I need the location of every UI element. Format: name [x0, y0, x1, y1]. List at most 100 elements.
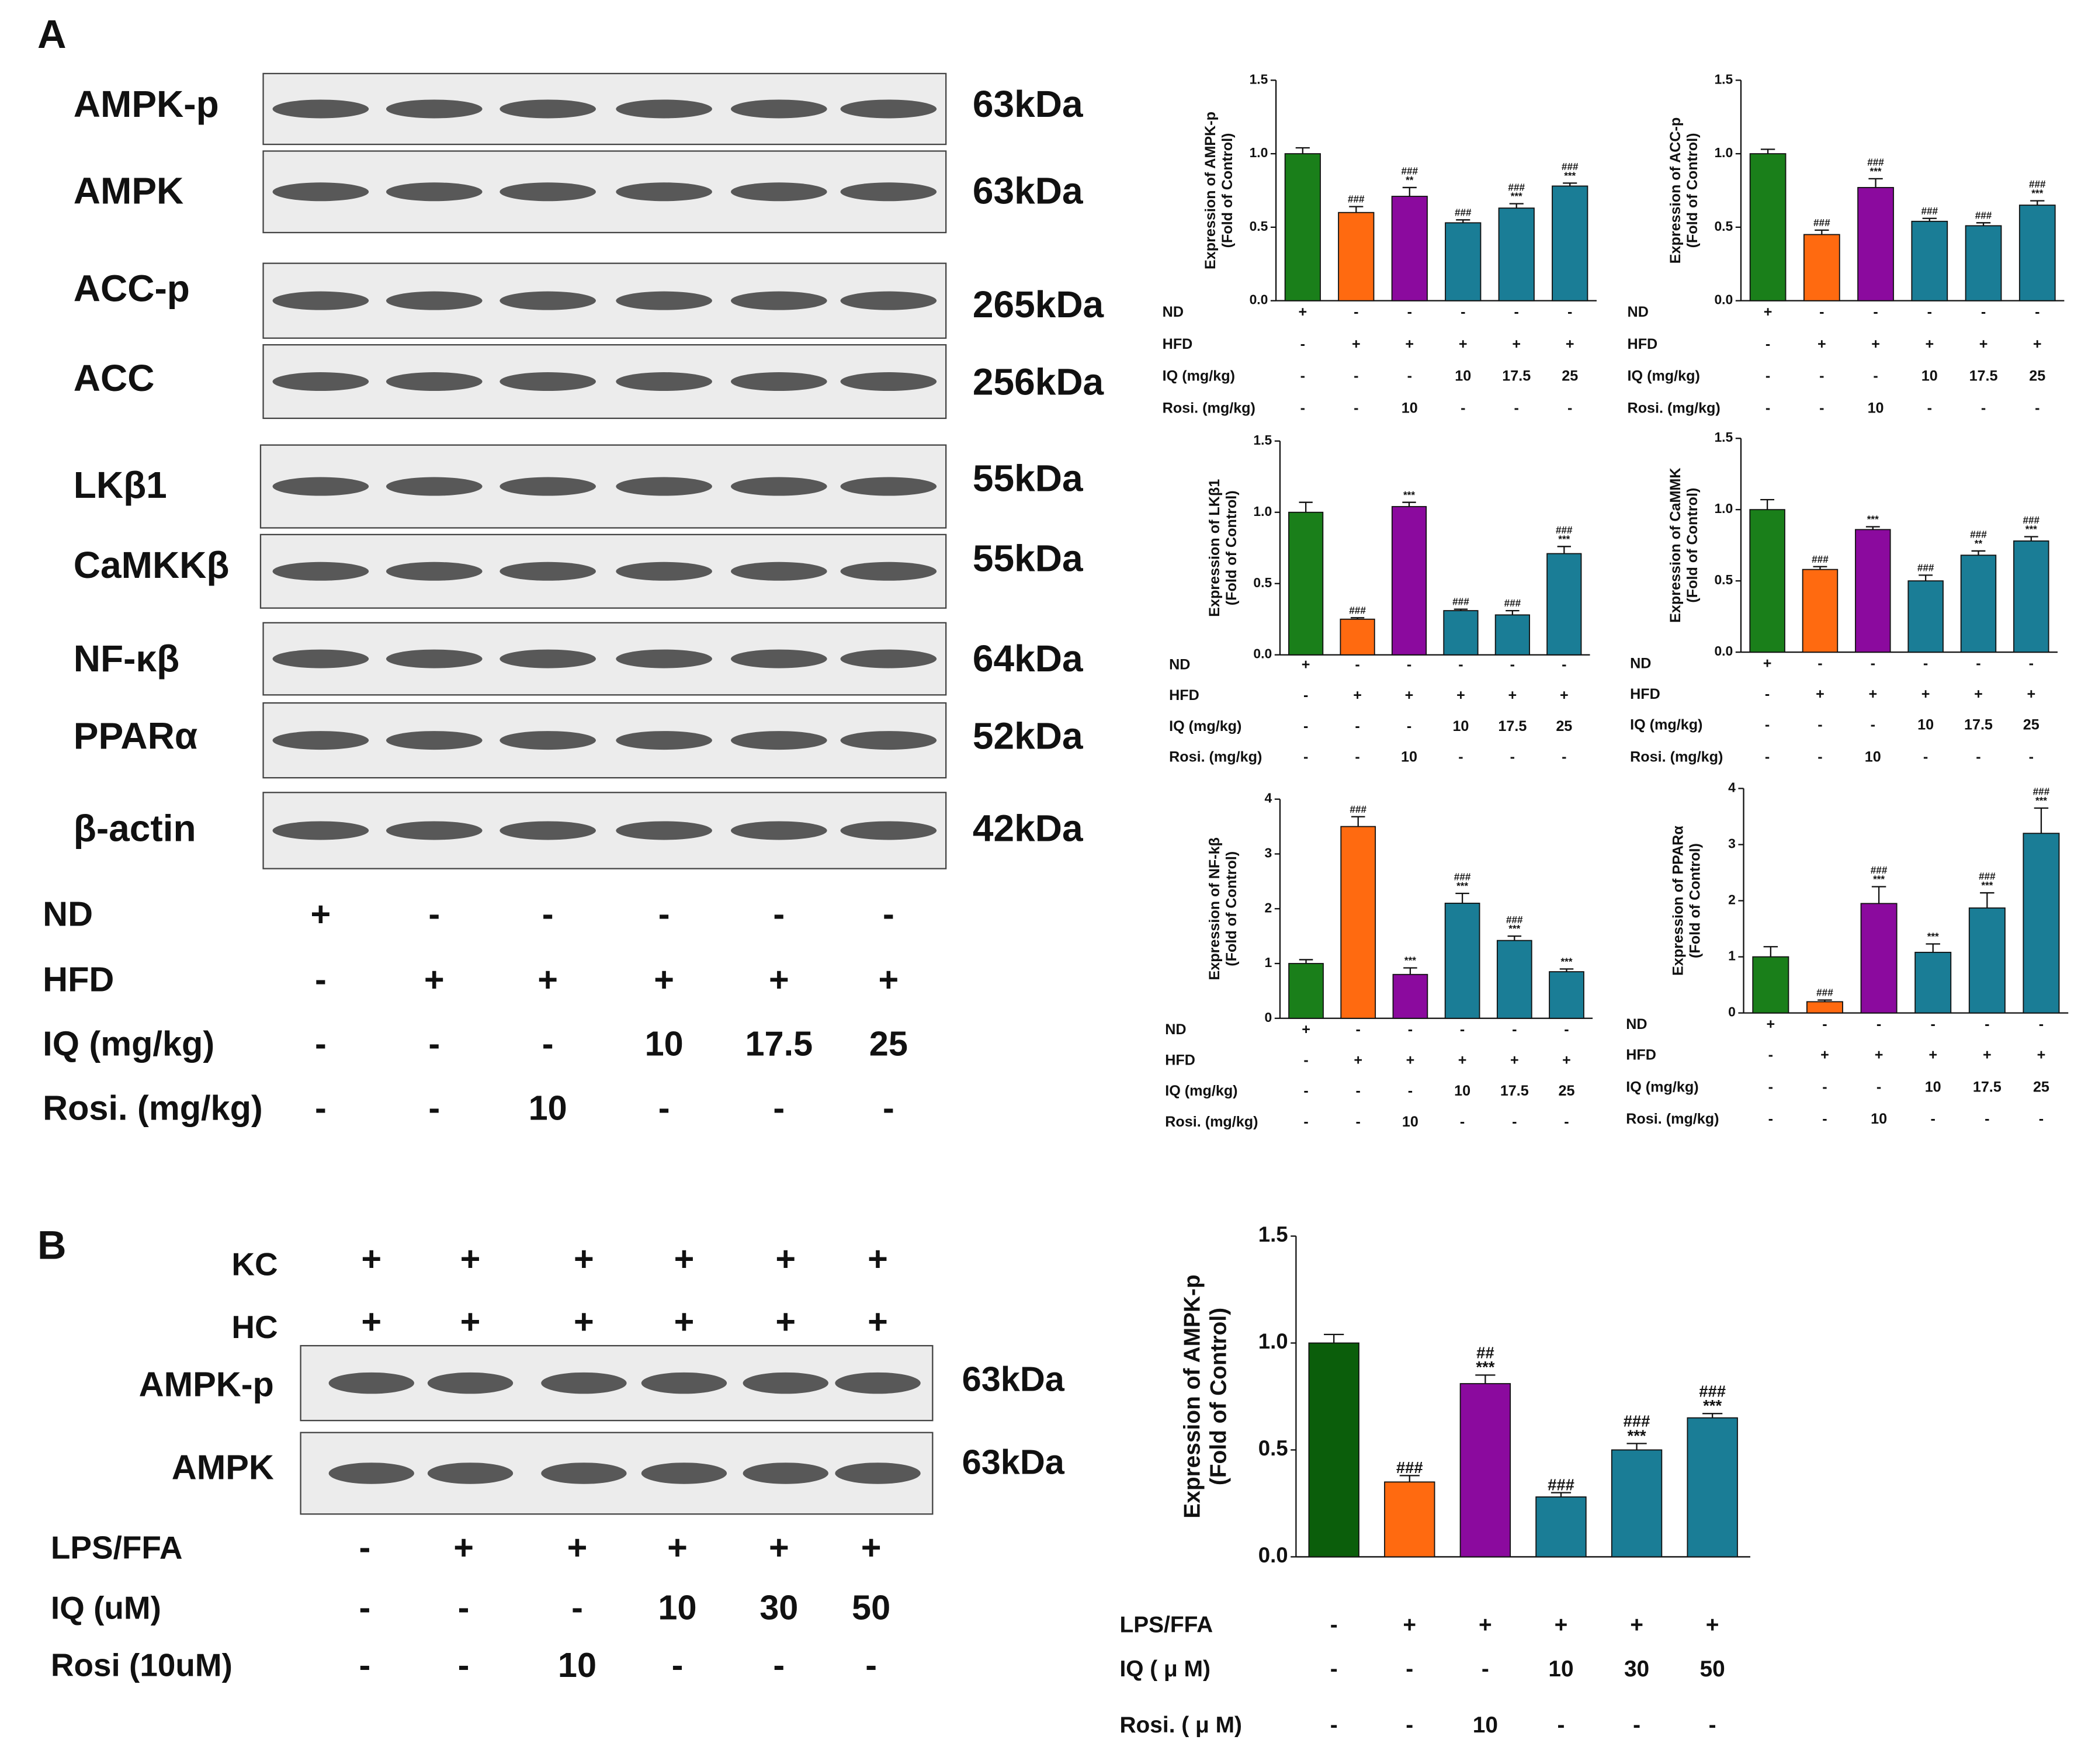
treatment-cell: -: [1766, 400, 1770, 417]
significance-label: ###: [2023, 514, 2039, 526]
panel-label: A: [37, 12, 67, 57]
blot-band: [541, 1463, 627, 1484]
blot-band: [427, 1463, 514, 1484]
treatment-cell: -: [1817, 748, 1822, 765]
treatment-cell: -: [1768, 1111, 1773, 1127]
y-tick-label: 0.5: [1250, 219, 1268, 234]
treatment-cell: -: [571, 1588, 583, 1627]
significance-label: **: [1975, 538, 1983, 549]
bar: [1965, 225, 2002, 301]
treatment-cell: -: [1927, 400, 1932, 417]
treatment-label: IQ (mg/kg): [43, 1024, 214, 1063]
treatment-cell: -: [1873, 304, 1878, 320]
treatment-cell: +: [1510, 1052, 1519, 1069]
significance-label: ***: [1558, 533, 1570, 545]
blot-frame: [262, 262, 947, 339]
blot-band: [386, 291, 483, 310]
significance-label: ###: [1699, 1382, 1726, 1400]
blot-size: 63kDa: [962, 1360, 1065, 1399]
bar: [1914, 951, 1952, 1014]
treatment-label: IQ (mg/kg): [1626, 1079, 1698, 1095]
treatment-cell: -: [1514, 304, 1519, 320]
treatment-cell: +: [1979, 336, 1988, 352]
y-tick-label: 0.5: [1253, 575, 1272, 590]
treatment-cell: -: [1407, 368, 1412, 384]
bar: [1340, 618, 1375, 656]
blot-frame: [262, 622, 947, 696]
blot-band: [616, 99, 712, 119]
treatment-cell: -: [1355, 718, 1359, 734]
bar: [1803, 234, 1840, 301]
bar: [1611, 1449, 1663, 1558]
significance-label: ###: [1812, 553, 1829, 565]
blot-label: CaMKKβ: [74, 544, 230, 586]
significance-label: ###: [1917, 562, 1934, 574]
significance-label: ***: [1404, 955, 1416, 966]
treatment-cell: +: [1512, 336, 1521, 352]
treatment-cell: -: [1356, 1114, 1361, 1130]
blot-band: [616, 649, 712, 668]
blot-label: AMPK-p: [139, 1365, 274, 1404]
blot-band: [272, 477, 369, 496]
treatment-cell: -: [1303, 1052, 1308, 1069]
treatment-cell: 17.5: [1969, 368, 1998, 384]
significance-label: ###: [1350, 803, 1366, 815]
y-tick-label: 0.5: [1714, 572, 1733, 587]
treatment-cell: -: [428, 1088, 440, 1127]
treatment-cell: -: [865, 1645, 877, 1685]
bar: [1552, 185, 1588, 301]
blot-label: AMPK-p: [74, 83, 219, 125]
treatment-cell: -: [1931, 1111, 1936, 1127]
treatment-cell: -: [1877, 1016, 1881, 1032]
treatment-cell: -: [1303, 748, 1308, 765]
treatment-cell: -: [1512, 1021, 1517, 1038]
treatment-cell: +: [769, 1528, 789, 1567]
blot-band: [500, 821, 596, 840]
significance-label: ###: [1348, 193, 1365, 205]
blot-band: [386, 99, 483, 119]
blot-frame: [259, 533, 947, 609]
blot-band: [616, 731, 712, 750]
blot-band: [386, 821, 483, 840]
significance-label: ***: [1511, 190, 1522, 202]
blot-label: ACC: [74, 357, 155, 399]
y-axis-label: Expression of LKβ1: [1206, 479, 1223, 617]
treatment-cell: -: [1819, 304, 1824, 320]
treatment-label: Rosi. (mg/kg): [1628, 400, 1721, 417]
treatment-cell: -: [458, 1645, 470, 1685]
y-axis-label: (Fold of Control): [1687, 843, 1704, 958]
blot-band: [386, 731, 483, 750]
treatment-cell: 10: [1402, 400, 1418, 417]
treatment-cell: -: [1985, 1111, 1989, 1127]
treatment-cell: -: [1871, 655, 1875, 671]
y-tick-label: 0.0: [1258, 1543, 1288, 1567]
significance-label: ***: [2031, 188, 2043, 199]
treatment-cell: 10: [1401, 748, 1417, 765]
blot-band: [272, 372, 369, 391]
y-axis-label: (Fold of Control): [1223, 490, 1240, 605]
treatment-label: Rosi (10uM): [51, 1647, 233, 1683]
blot-size: 55kDa: [973, 538, 1084, 580]
treatment-cell: -: [315, 1024, 327, 1063]
y-axis-label: (Fold of Control): [1684, 133, 1701, 248]
significance-label: ***: [1873, 874, 1885, 885]
blot-frame: [262, 344, 947, 420]
y-axis-label: Expression of AMPK-p: [1202, 112, 1219, 269]
treatment-cell: -: [1765, 717, 1770, 733]
treatment-cell: +: [1352, 336, 1361, 352]
blot-band: [730, 562, 827, 581]
treatment-cell: +: [1928, 1046, 1937, 1063]
blot-size: 55kDa: [973, 457, 1084, 499]
significance-label: ###: [1871, 864, 1888, 876]
treatment-cell: -: [1354, 368, 1358, 384]
treatment-cell: -: [1709, 1713, 1716, 1738]
bar: [1687, 1417, 1738, 1558]
treatment-cell: 50: [1700, 1656, 1725, 1682]
treatment-cell: -: [1822, 1111, 1827, 1127]
bar: [1496, 940, 1532, 1019]
bar: [1391, 196, 1428, 301]
blot-band: [840, 477, 937, 496]
y-tick-label: 0.5: [1714, 219, 1733, 234]
treatment-cell: +: [1566, 336, 1574, 352]
treatment-cell: 50: [852, 1588, 890, 1627]
